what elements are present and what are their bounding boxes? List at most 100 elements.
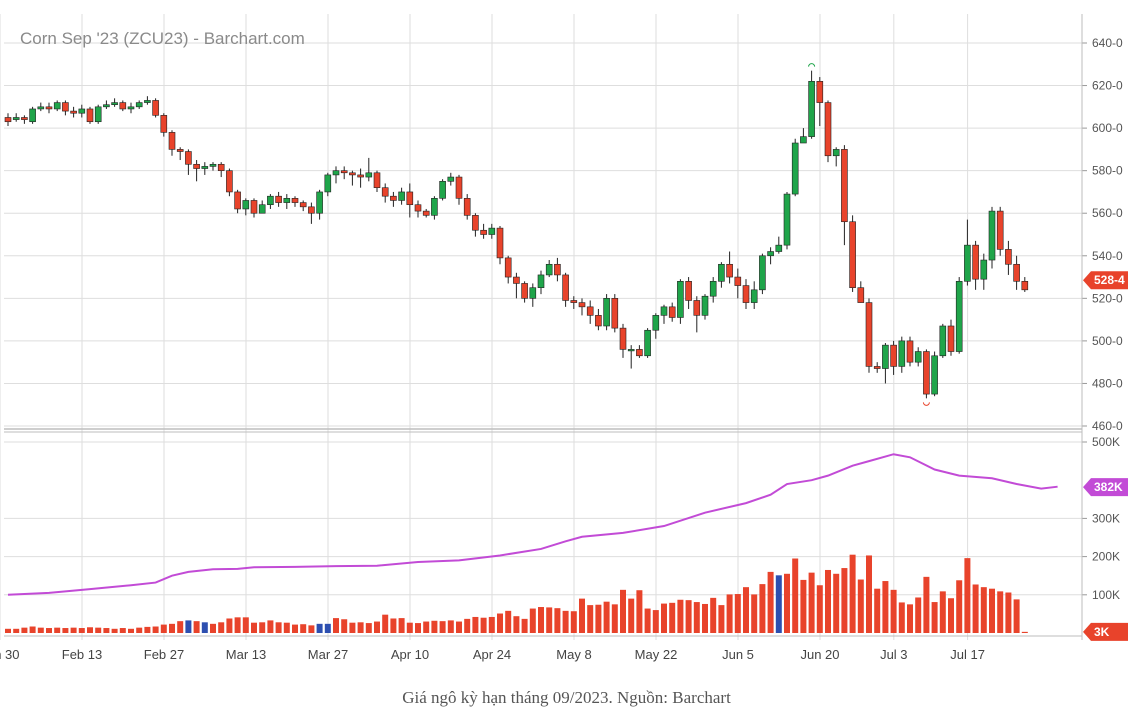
candle-body (849, 221, 856, 288)
candle (529, 283, 537, 307)
time-tick-label: Jun 5 (722, 647, 754, 662)
candle-body (595, 315, 602, 327)
candle (906, 336, 914, 367)
candle-body (750, 289, 758, 303)
candle-body (357, 174, 364, 178)
candle (644, 328, 651, 358)
candle (152, 98, 159, 118)
candle-body (906, 340, 914, 363)
candle-body (882, 344, 889, 369)
volume-bar (505, 610, 512, 633)
volume-bar (644, 608, 651, 633)
price-tick-label: 520-0 (1092, 291, 1123, 305)
candle (545, 260, 553, 278)
volume-bar (87, 627, 93, 633)
candle-body (914, 351, 922, 363)
candle (29, 106, 36, 124)
candle-body (185, 151, 192, 165)
volume-bar (292, 624, 298, 633)
candle (431, 196, 438, 220)
candle-body (726, 263, 733, 278)
volume-tick-label: 200K (1092, 550, 1120, 564)
volume-bar (652, 610, 659, 633)
candle (21, 115, 28, 124)
volume-bar (669, 602, 676, 633)
volume-bar (710, 597, 717, 633)
volume-bar (37, 627, 44, 633)
volume-bar (398, 618, 405, 633)
open-interest-badge: 382K (1083, 478, 1128, 497)
candle (390, 191, 397, 207)
volume-bar (857, 579, 864, 633)
volume-bar (964, 558, 971, 633)
price-tick-label: 560-0 (1092, 206, 1123, 220)
candle-body (78, 108, 86, 114)
candle (759, 253, 766, 295)
candle (808, 70, 815, 139)
volume-bar (201, 622, 208, 633)
candle (226, 168, 233, 197)
volume-bar (234, 617, 241, 633)
axes: 640-0 620-0 600-0 580-0 560-0 540-0 520-0 500-0… (0, 14, 1128, 662)
candle (726, 251, 733, 284)
candle (357, 168, 364, 188)
candle (168, 130, 176, 156)
time-tick-label: Apr 24 (473, 647, 511, 662)
candle (693, 296, 701, 333)
volume-bar (923, 576, 930, 633)
candle-body (759, 255, 766, 291)
candle-body (783, 193, 791, 246)
volume-bar (521, 618, 528, 633)
candle-body (414, 204, 422, 212)
candle (349, 170, 356, 186)
candle (800, 128, 807, 144)
candle-body (447, 176, 455, 182)
volume-tick-label: 100K (1092, 588, 1120, 602)
volume-bar (160, 624, 167, 633)
candle (94, 104, 102, 124)
candle (472, 213, 479, 237)
candle (923, 349, 930, 399)
candle-body (463, 198, 471, 216)
candle-body (627, 349, 635, 352)
candle (70, 106, 77, 118)
volume-bar (751, 594, 758, 633)
candle (537, 270, 545, 295)
volume-bar (169, 623, 175, 633)
volume-bar (480, 617, 487, 633)
candle-body (373, 172, 381, 188)
volume-bar (743, 587, 749, 633)
candle (422, 208, 430, 218)
candle-body (808, 81, 815, 137)
candle (53, 100, 61, 112)
volume-bar (308, 625, 315, 633)
candle (406, 183, 414, 218)
candle (570, 296, 578, 309)
candle-body (824, 102, 832, 157)
candle-body (504, 257, 512, 278)
candle-body (800, 136, 807, 144)
volume-bar (915, 597, 922, 633)
volume-bar (374, 621, 380, 633)
candle-body (816, 81, 824, 103)
candle (463, 194, 471, 220)
candle-body (275, 195, 282, 203)
volume-bar (685, 600, 692, 633)
candle (931, 351, 938, 397)
volume-bar (874, 588, 881, 633)
candle (513, 272, 520, 299)
candle-body (365, 172, 373, 178)
candle-body (144, 100, 151, 103)
candle (504, 255, 512, 284)
candle-body (570, 300, 578, 303)
volume-bar (595, 604, 602, 633)
candle-body (742, 285, 750, 303)
candle (414, 200, 422, 218)
candle-body (21, 117, 28, 120)
volume-bar (997, 591, 1004, 633)
volume-bar (111, 628, 118, 633)
time-tick-label: Apr 10 (391, 647, 429, 662)
candle (258, 200, 266, 214)
candle (275, 191, 282, 207)
volume-bar (185, 620, 192, 633)
